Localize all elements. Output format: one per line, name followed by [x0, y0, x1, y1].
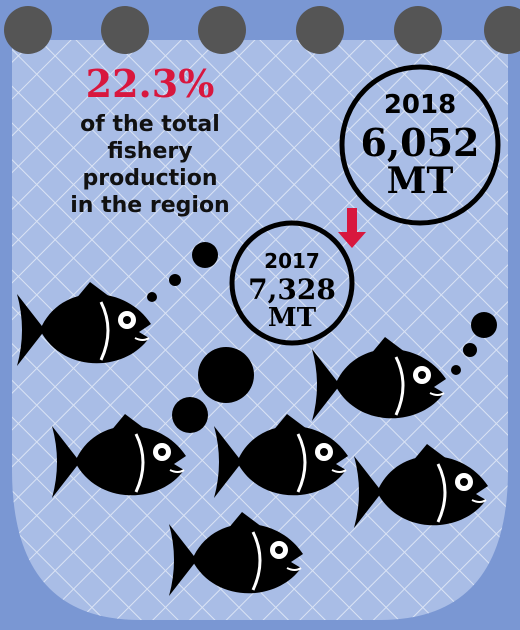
callout-circle: [339, 64, 501, 226]
line: in the region: [70, 193, 229, 218]
headline-text: of the total fishery production in the r…: [70, 112, 229, 218]
unit: MT: [387, 160, 454, 202]
value: 7,328: [248, 273, 336, 306]
percent: 22.3%: [86, 61, 215, 106]
net-rings: [4, 6, 520, 54]
value: 6,052: [361, 120, 480, 165]
line: production: [83, 166, 218, 191]
year: 2017: [264, 249, 320, 273]
year: 2018: [384, 90, 456, 120]
bubbles: [147, 242, 497, 433]
line: fishery: [107, 139, 192, 164]
down-arrow: [338, 208, 366, 248]
unit: MT: [268, 303, 317, 333]
line: of the total: [80, 112, 220, 137]
callout-circle: [229, 220, 355, 346]
